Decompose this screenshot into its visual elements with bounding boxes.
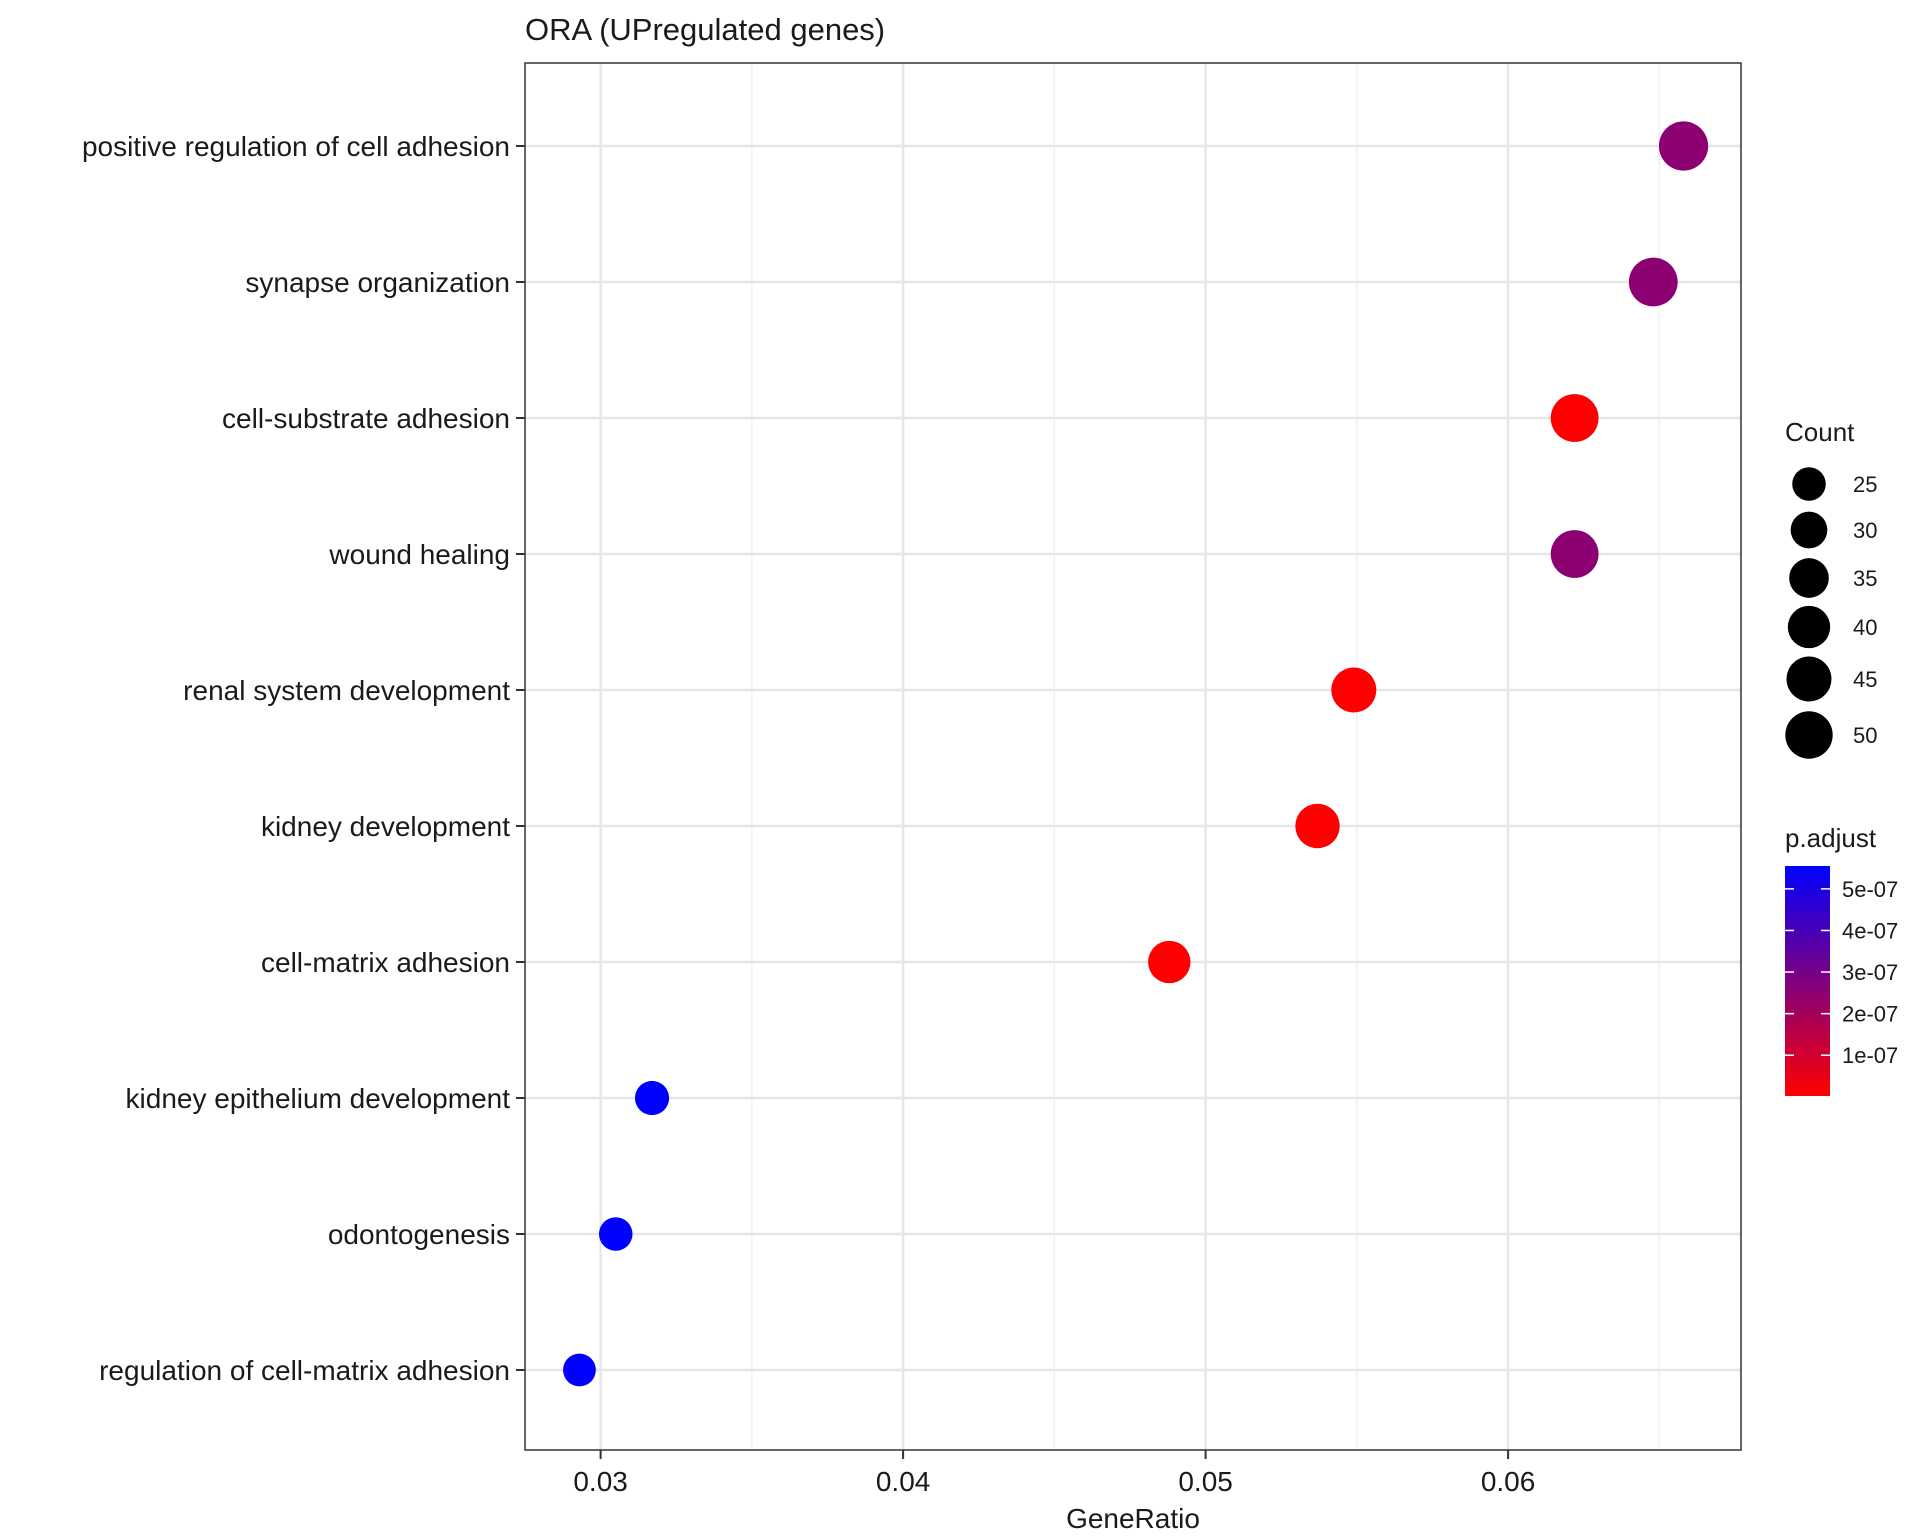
data-point <box>1550 394 1599 442</box>
data-points <box>563 121 1709 1387</box>
data-point <box>1658 121 1709 171</box>
color-legend-label: 5e-07 <box>1842 877 1898 902</box>
x-tick-label: 0.06 <box>1481 1466 1536 1497</box>
color-legend-label: 1e-07 <box>1842 1043 1898 1068</box>
data-point <box>598 1217 633 1251</box>
data-point <box>1295 803 1340 849</box>
data-point <box>1628 257 1678 307</box>
count-legend-key <box>1789 558 1829 598</box>
gridlines <box>525 63 1741 1450</box>
count-legend-key <box>1785 711 1833 759</box>
data-point <box>1148 940 1191 984</box>
y-tick-label: kidney development <box>261 811 510 842</box>
data-point <box>563 1353 596 1387</box>
x-tick-label: 0.04 <box>876 1466 931 1497</box>
color-legend-label: 3e-07 <box>1842 960 1898 985</box>
x-tick-label: 0.03 <box>573 1466 628 1497</box>
y-tick-label: synapse organization <box>245 267 510 298</box>
data-point <box>634 1080 670 1116</box>
count-legend-title: Count <box>1785 417 1855 447</box>
color-legend-label: 4e-07 <box>1842 918 1898 943</box>
count-legend-label: 30 <box>1853 518 1877 543</box>
color-bar <box>1785 866 1830 1096</box>
y-axis: positive regulation of cell adhesion syna… <box>82 131 525 1386</box>
count-legend-key <box>1792 467 1826 501</box>
count-legend-key <box>1787 605 1831 649</box>
x-tick-label: 0.05 <box>1178 1466 1233 1497</box>
y-tick-label: regulation of cell-matrix adhesion <box>99 1355 510 1386</box>
y-tick-label: wound healing <box>328 539 510 570</box>
p-adjust-legend-title: p.adjust <box>1785 823 1877 853</box>
count-legend-key <box>1790 511 1828 549</box>
count-legend: Count 25 30 35 40 45 50 <box>1785 417 1877 759</box>
count-legend-label: 40 <box>1853 615 1877 640</box>
y-tick-label: cell-matrix adhesion <box>261 947 510 978</box>
count-legend-label: 50 <box>1853 723 1877 748</box>
count-legend-label: 35 <box>1853 566 1877 591</box>
y-tick-label: odontogenesis <box>328 1219 510 1250</box>
count-legend-key <box>1786 656 1832 702</box>
color-legend-label: 2e-07 <box>1842 1002 1898 1027</box>
y-tick-label: positive regulation of cell adhesion <box>82 131 510 162</box>
y-tick-label: cell-substrate adhesion <box>222 403 510 434</box>
chart-title: ORA (UPregulated genes) <box>525 12 885 47</box>
y-tick-label: renal system development <box>183 675 510 706</box>
data-point <box>1550 530 1599 578</box>
panel-border <box>524 62 1742 1451</box>
x-axis: 0.03 0.04 0.05 0.06 <box>573 1450 1535 1497</box>
data-point <box>1331 667 1377 713</box>
count-legend-label: 25 <box>1853 472 1877 497</box>
p-adjust-legend: p.adjust 5e-07 4e-07 3e-07 2e-07 1e-07 <box>1785 823 1898 1096</box>
count-legend-label: 45 <box>1853 667 1877 692</box>
x-axis-title: GeneRatio <box>1066 1503 1200 1534</box>
y-tick-label: kidney epithelium development <box>126 1083 511 1114</box>
